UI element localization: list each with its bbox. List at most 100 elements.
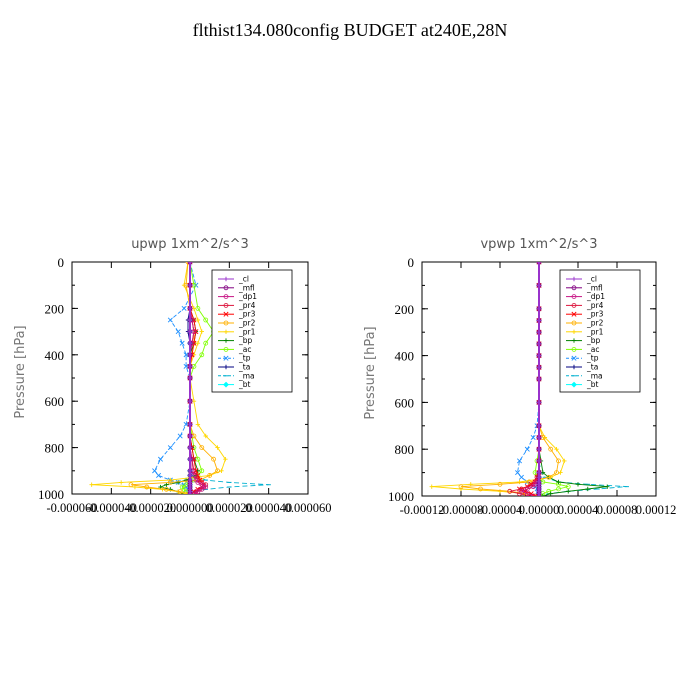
legend-marker [571, 294, 577, 300]
data-point-bp [540, 493, 546, 496]
series-group [89, 262, 271, 494]
data-point-pr1 [215, 445, 220, 450]
legend-label: _ta [238, 363, 250, 372]
data-point-tp [181, 305, 187, 311]
data-point-tp [167, 445, 173, 451]
data-point-cl [187, 262, 193, 265]
y-tick-label: 400 [45, 348, 65, 363]
chart-title: upwp 1xm^2/s^3 [131, 237, 249, 252]
data-point-pr1 [195, 422, 201, 427]
page-title: flthist134.080config BUDGET at240E,28N [192, 20, 508, 40]
legend-marker [571, 346, 577, 352]
x-tick-label: 0.000040 [245, 501, 292, 515]
y-axis-label: Pressure [hPa] [13, 325, 28, 418]
series-line-tp [517, 262, 540, 496]
data-point-tp [179, 340, 185, 346]
legend-label: _ac [586, 345, 599, 354]
data-point-tp [156, 472, 162, 478]
legend-marker [571, 302, 577, 308]
legend-label: _dp1 [238, 292, 257, 301]
y-tick-label: 800 [45, 441, 65, 456]
y-tick-label: 400 [395, 349, 415, 364]
data-point-pr1 [191, 399, 197, 404]
data-point-cl [536, 376, 542, 382]
data-point-dp1 [199, 486, 205, 492]
legend-marker [223, 285, 229, 291]
data-point-pr1 [517, 479, 522, 485]
data-point-tp [515, 470, 521, 476]
data-point-pr2 [548, 446, 554, 452]
x-tick-label: -0.000020 [125, 501, 176, 515]
data-point-pr1 [89, 482, 94, 487]
data-point-pr1 [429, 484, 434, 489]
data-point-cl [187, 375, 193, 381]
data-point-cl [187, 283, 193, 288]
legend-box [559, 269, 641, 393]
data-point-dp1 [191, 491, 197, 494]
legend-marker [223, 346, 229, 352]
data-point-cl [187, 399, 193, 404]
x-tick-label: 0.000060 [285, 501, 332, 515]
data-point-bp [164, 482, 169, 487]
legend-label: _mfl [586, 283, 603, 292]
data-point-cl [536, 353, 542, 358]
series-line-pr2 [130, 262, 219, 494]
data-point-pr2 [207, 473, 213, 478]
data-point-tp [516, 458, 523, 464]
data-point-cl [536, 435, 542, 440]
data-point-dp1 [524, 491, 530, 496]
data-point-pr2 [215, 468, 220, 474]
data-point-dp1 [524, 486, 530, 492]
legend-label: _cl [586, 275, 597, 284]
data-point-pr2 [554, 470, 559, 476]
x-tick-label: 0.00004 [558, 503, 599, 517]
data-point-pr2 [211, 456, 217, 462]
data-point-bp [575, 482, 581, 487]
data-point-pr3 [532, 493, 538, 496]
legend-marker [571, 285, 577, 291]
data-point-pr1 [223, 457, 228, 462]
data-point-pr2 [458, 484, 464, 490]
data-point-tp [524, 446, 530, 452]
data-point-cl [187, 422, 193, 427]
data-point-pr1 [195, 317, 201, 323]
data-point-cl [187, 445, 193, 450]
legend-label: _ma [238, 371, 255, 380]
legend-label: _ta [586, 363, 598, 372]
data-point-tp [177, 433, 183, 439]
chart-panel-2: vpwp 1xm^2/s^3 Pressure [hPa] 0 200 400 600 80… [363, 237, 676, 517]
data-point-pr2 [532, 493, 538, 496]
data-point-cl [536, 423, 542, 428]
data-point-pr2 [144, 484, 150, 490]
y-tick-label: 1000 [38, 487, 64, 502]
y-tick-label: 800 [395, 442, 415, 457]
x-tick-label: 0.00012 [636, 503, 677, 517]
data-point-cl [536, 400, 542, 405]
data-point-cl [536, 447, 542, 452]
series-line-pr3 [518, 262, 540, 496]
data-point-cl [187, 468, 193, 473]
data-point-pr1 [219, 468, 224, 473]
y-tick-label: 600 [45, 394, 65, 409]
legend-marker [571, 276, 577, 282]
legend-marker [571, 311, 577, 317]
data-point-dp1 [199, 482, 205, 488]
data-point-pr1 [554, 447, 559, 452]
legend-label: _tp [586, 354, 599, 363]
data-point-bp [566, 489, 571, 494]
data-point-pr1 [199, 329, 204, 334]
legend-label: _pr3 [238, 310, 256, 319]
data-point-bp [540, 470, 546, 475]
data-point-cl [187, 473, 193, 478]
data-point-pr1 [558, 470, 563, 475]
x-tick-label: 0.00008 [597, 503, 638, 517]
legend: _cl_mfl_dp1_pr4_pr3_pr2_pr1_bp_ac_tp_ta_… [211, 269, 293, 393]
data-point-pr1 [118, 480, 124, 485]
data-point-bp [585, 486, 590, 492]
legend-label: _pr3 [586, 310, 604, 319]
legend-label: _bt [238, 380, 251, 389]
legend-marker [223, 329, 229, 334]
data-point-pr1 [195, 341, 201, 346]
data-point-pr2 [497, 481, 503, 487]
x-tick-label: -0.000060 [46, 501, 97, 515]
